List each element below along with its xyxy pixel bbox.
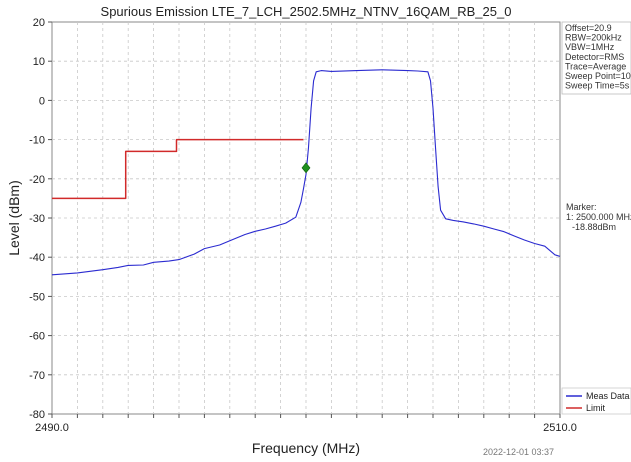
marker-info-title: Marker: (566, 202, 597, 212)
y-tick-label: -80 (29, 409, 45, 421)
chart-title: Spurious Emission LTE_7_LCH_2502.5MHz_NT… (101, 4, 512, 19)
x-tick-label: 2490.0 (35, 422, 69, 434)
settings-panel: Offset=20.9RBW=200kHzVBW=1MHzDetector=RM… (561, 21, 631, 95)
legend-label-meas-data: Meas Data (586, 391, 630, 401)
marker-info: Marker: 1: 2500.000 MHz -18.88dBm (566, 202, 631, 232)
settings-box-frame (561, 21, 631, 95)
x-tick-label: 2510.0 (543, 422, 577, 434)
marker-info-level: -18.88dBm (572, 222, 616, 232)
y-tick-label: -50 (29, 291, 45, 303)
grid-lines (52, 22, 560, 414)
series-limit-line (52, 138, 304, 200)
setting-line: RBW=200kHz (565, 33, 622, 43)
marker-layer (301, 162, 311, 174)
setting-line: Trace=Average (565, 61, 626, 71)
legend: Meas Data Limit (561, 387, 631, 415)
y-axis-label: Level (dBm) (6, 180, 22, 255)
marker-info-frequency: 1: 2500.000 MHz (566, 212, 631, 222)
y-tick-label: 20 (33, 17, 45, 29)
series-meas-data-line (51, 69, 561, 276)
y-tick-label: -70 (29, 370, 45, 382)
setting-line: Sweep Time=5s (565, 81, 630, 91)
x-axis-label: Frequency (MHz) (252, 440, 360, 456)
setting-line: Detector=RMS (565, 52, 624, 62)
y-tick-label: -40 (29, 252, 45, 264)
legend-label-limit: Limit (586, 403, 606, 413)
y-tick-label: 0 (39, 95, 45, 107)
marker-diamond (301, 162, 311, 174)
setting-line: Offset=20.9 (565, 23, 612, 33)
legend-frame (561, 387, 631, 415)
y-tick-label: -60 (29, 331, 45, 343)
y-tick-label: -20 (29, 174, 45, 186)
y-axis-ticks: 20 10 0 -10 -20 -30 -40 -50 -60 -70 -80 (29, 17, 52, 421)
timestamp: 2022-12-01 03:37 (483, 447, 554, 457)
y-tick-label: -30 (29, 213, 45, 225)
y-tick-label: -10 (29, 135, 45, 147)
setting-line: Sweep Point=1001 (565, 71, 631, 81)
x-axis-ticks: 2490.0 2510.0 (35, 414, 577, 434)
y-tick-label: 10 (33, 56, 45, 68)
setting-line: VBW=1MHz (565, 42, 615, 52)
series-layer (51, 69, 561, 276)
